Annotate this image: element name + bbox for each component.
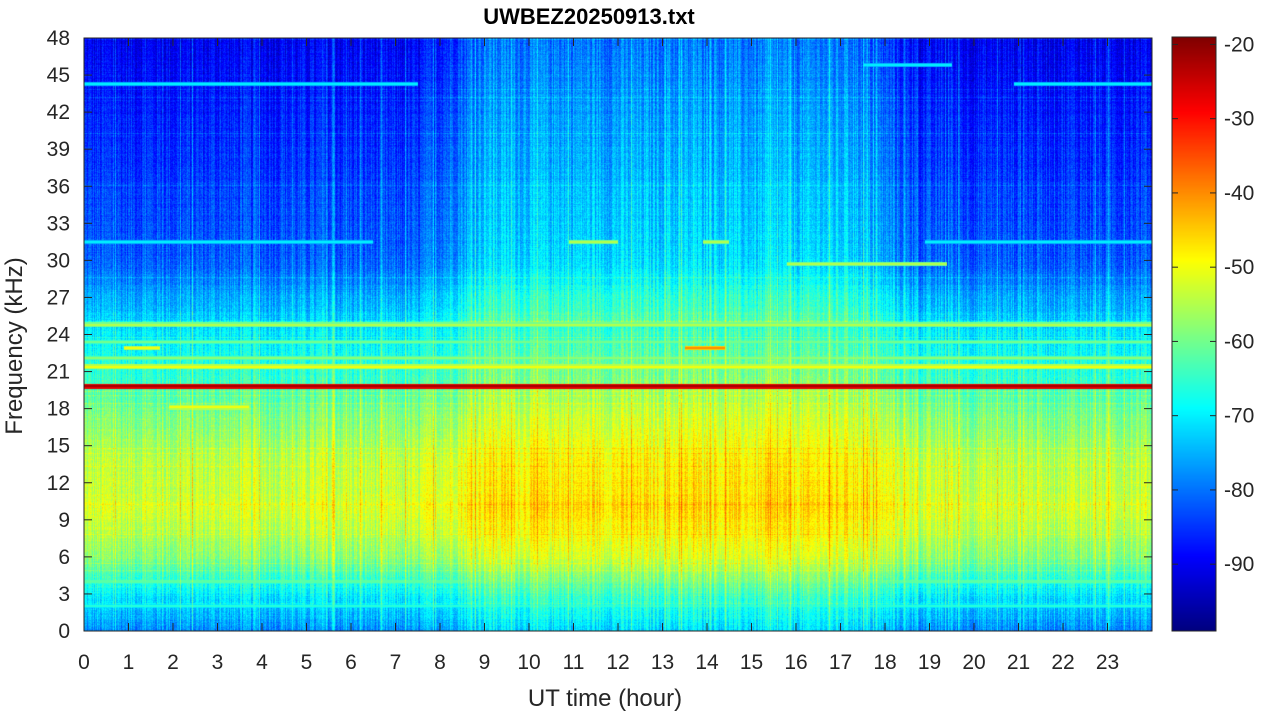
y-tick-label: 0	[58, 620, 70, 643]
y-tick-label: 27	[47, 286, 70, 309]
y-tick-label: 12	[47, 472, 70, 495]
x-tick-label: 18	[873, 651, 896, 674]
y-tick-label: 18	[47, 398, 70, 421]
colorbar-frame	[1171, 36, 1217, 632]
colorbar: -20 -30 -40 -50 -60 -70 -80 -90	[1171, 33, 1254, 632]
y-tick-label: 21	[47, 361, 70, 384]
x-tick-label: 7	[390, 651, 402, 674]
x-tick-label: 13	[651, 651, 674, 674]
x-tick-label: 10	[517, 651, 540, 674]
colorbar-tick-label: -70	[1224, 405, 1254, 428]
x-tick-label: 15	[740, 651, 763, 674]
colorbar-tick-label: -90	[1224, 553, 1254, 576]
colorbar-gradient	[1172, 37, 1216, 631]
x-tick-label: 17	[829, 651, 852, 674]
x-tick-label: 0	[78, 651, 90, 674]
y-tick-label: 9	[58, 509, 70, 532]
x-tick-label: 2	[167, 651, 179, 674]
x-tick-label: 3	[212, 651, 224, 674]
y-tick-label: 33	[47, 212, 70, 235]
colorbar-tick-label: -20	[1224, 33, 1254, 56]
x-axis-ticks: 0 1 2 3 4 5 6 7 8 9 10 11 12 13 14 15 16 17 18 19 20 21 22 23	[78, 38, 1119, 674]
y-tick-label: 45	[47, 64, 70, 87]
x-tick-label: 9	[479, 651, 491, 674]
x-tick-label: 20	[962, 651, 985, 674]
x-tick-label: 21	[1007, 651, 1030, 674]
y-tick-label: 39	[47, 138, 70, 161]
x-tick-label: 4	[256, 651, 268, 674]
x-tick-label: 22	[1051, 651, 1074, 674]
spectrogram-heatmap	[84, 38, 1152, 631]
colorbar-tick-label: -50	[1224, 256, 1254, 279]
y-axis-label: Frequency (kHz)	[1, 257, 28, 434]
x-tick-label: 6	[345, 651, 357, 674]
y-tick-label: 15	[47, 435, 70, 458]
y-tick-label: 24	[47, 324, 71, 347]
y-tick-label: 36	[47, 175, 70, 198]
colorbar-tick-label: -80	[1224, 479, 1254, 502]
colorbar-tick-label: -30	[1224, 108, 1254, 131]
colorbar-tick-label: -60	[1224, 330, 1254, 353]
colorbar-tick-label: -40	[1224, 182, 1254, 205]
y-tick-label: 48	[47, 27, 70, 50]
x-tick-label: 16	[784, 651, 807, 674]
x-axis-label: UT time (hour)	[528, 685, 682, 712]
colorbar-ticks: -20 -30 -40 -50 -60 -70 -80 -90	[1172, 33, 1254, 576]
x-tick-label: 5	[301, 651, 313, 674]
x-tick-label: 12	[606, 651, 629, 674]
x-tick-label: 23	[1096, 651, 1119, 674]
chart-title: UWBEZ20250913.txt	[483, 4, 695, 29]
y-tick-label: 3	[58, 583, 70, 606]
x-tick-label: 11	[563, 651, 585, 674]
x-tick-label: 1	[123, 651, 135, 674]
y-tick-label: 42	[47, 101, 70, 124]
x-tick-label: 19	[918, 651, 941, 674]
plot-area	[83, 37, 1153, 632]
y-tick-label: 30	[47, 249, 70, 272]
x-tick-label: 14	[695, 651, 719, 674]
y-tick-label: 6	[58, 546, 70, 569]
x-tick-label: 8	[434, 651, 446, 674]
